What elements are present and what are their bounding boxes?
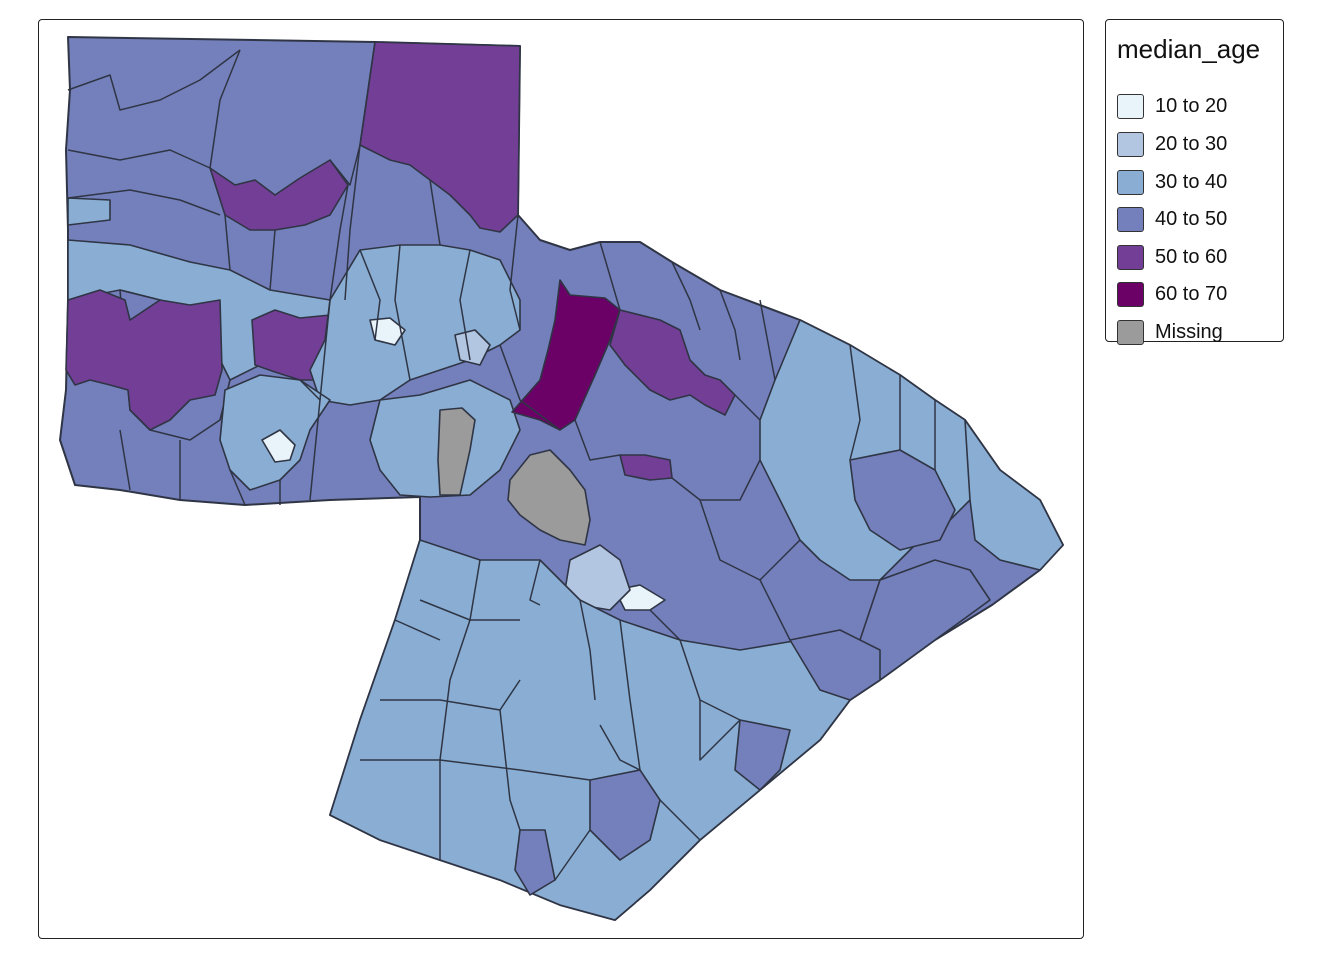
border-c-1 bbox=[509, 214, 521, 331]
border-s-9 bbox=[499, 709, 521, 831]
tract-east-4050-a bbox=[849, 449, 956, 551]
border-e-12 bbox=[759, 579, 791, 641]
legend-label-missing: Missing bbox=[1155, 321, 1223, 343]
legend-swatch-10-20 bbox=[1117, 94, 1144, 119]
tract-west-purple bbox=[65, 289, 223, 431]
tract-6070 bbox=[511, 279, 621, 431]
tract-south-4050-c bbox=[734, 719, 791, 791]
border-s-10 bbox=[554, 829, 591, 881]
border-e-10 bbox=[671, 459, 761, 501]
border-w-5 bbox=[299, 379, 321, 401]
map-legend: median_age 10 to 20 20 to 30 30 to 40 40… bbox=[1105, 19, 1284, 345]
border-e-11 bbox=[699, 499, 801, 581]
legend-label-10-20: 10 to 20 bbox=[1155, 95, 1228, 117]
border-w-1 bbox=[229, 469, 246, 506]
border-s-5 bbox=[419, 599, 520, 621]
tract-south-4050-b bbox=[514, 829, 556, 896]
tract-west-small bbox=[67, 197, 111, 226]
border-e-3 bbox=[719, 289, 741, 361]
tract-missing-2 bbox=[507, 449, 591, 546]
border-county-1 bbox=[359, 41, 376, 146]
border-nw-1 bbox=[67, 49, 241, 111]
legend-swatch-30-40 bbox=[1117, 170, 1144, 195]
legend-label-40-50: 40 to 50 bbox=[1155, 208, 1228, 230]
legend-label-50-60: 50 to 60 bbox=[1155, 246, 1228, 268]
border-w-3 bbox=[119, 429, 131, 491]
border-s-14 bbox=[529, 559, 541, 606]
border-nw-6 bbox=[329, 184, 349, 301]
border-nw-4 bbox=[67, 189, 221, 216]
border-s-13 bbox=[599, 724, 641, 771]
border-c-3 bbox=[394, 244, 411, 381]
border-e-2 bbox=[671, 261, 701, 331]
border-e-9 bbox=[574, 419, 621, 461]
border-s-6 bbox=[394, 619, 441, 641]
border-s-3 bbox=[579, 599, 596, 701]
border-s-12 bbox=[699, 700, 741, 761]
border-nw-3 bbox=[209, 49, 241, 169]
border-c-5 bbox=[429, 179, 441, 246]
tract-east-small-purple bbox=[619, 454, 673, 481]
legend-swatch-50-60 bbox=[1117, 245, 1144, 270]
border-s-11 bbox=[659, 799, 701, 841]
tract-far-east bbox=[964, 419, 1064, 571]
legend-swatch-40-50 bbox=[1117, 207, 1144, 232]
legend-title: median_age bbox=[1117, 34, 1261, 64]
border-s-7 bbox=[380, 679, 521, 711]
tract-core-1 bbox=[261, 429, 296, 463]
legend-label-60-70: 60 to 70 bbox=[1155, 283, 1228, 305]
border-s-8 bbox=[360, 759, 591, 781]
border-e-1 bbox=[599, 241, 621, 311]
legend-label-30-40: 30 to 40 bbox=[1155, 171, 1228, 193]
legend-label-20-30: 20 to 30 bbox=[1155, 133, 1228, 155]
border-nw-2 bbox=[67, 149, 211, 169]
border-s-4 bbox=[439, 559, 481, 860]
border-c-4 bbox=[359, 249, 381, 341]
legend-swatch-missing bbox=[1117, 320, 1144, 345]
border-e-5 bbox=[734, 394, 761, 421]
border-e-6 bbox=[849, 344, 861, 461]
tract-east-4050-c bbox=[789, 629, 881, 701]
legend-swatch-60-70 bbox=[1117, 282, 1144, 307]
border-s-15 bbox=[649, 609, 681, 641]
border-nw-7 bbox=[344, 144, 361, 301]
border-e-4 bbox=[759, 299, 776, 381]
tract-core-2 bbox=[369, 317, 406, 346]
tract-missing-1 bbox=[437, 407, 476, 496]
border-w-7 bbox=[269, 229, 276, 291]
border-w-6 bbox=[224, 214, 231, 271]
border-c-6 bbox=[499, 344, 561, 431]
tract-east-purple bbox=[609, 309, 736, 416]
tract-2030-a bbox=[454, 329, 491, 366]
border-s-2 bbox=[619, 619, 641, 771]
border-c-2 bbox=[459, 249, 471, 361]
border-nw-5 bbox=[329, 144, 361, 186]
legend-swatch-20-30 bbox=[1117, 132, 1144, 157]
